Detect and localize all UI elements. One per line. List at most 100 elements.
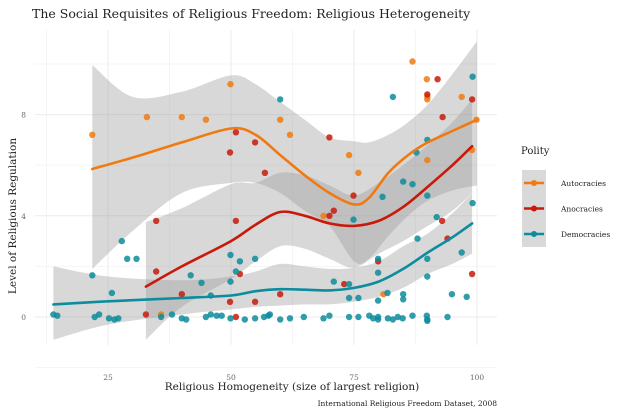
point-autocracies [227,81,234,88]
point-democracies [389,316,397,323]
y-tick-label: 4 [21,212,26,221]
point-anocracies [153,268,160,275]
point-democracies [448,291,456,298]
point-democracies [409,181,416,188]
point-democracies [355,294,362,302]
point-democracies [227,278,234,285]
point-democracies [232,268,240,275]
caption: International Religious Freedom Dataset,… [318,399,498,408]
point-democracies [424,317,431,324]
point-democracies [202,313,210,321]
confidence-ribbon-democracies [53,193,473,340]
point-democracies [277,316,284,323]
point-anocracies [178,291,185,298]
legend-key-point-anocracies [531,205,537,212]
legend-key-point-democracies [531,231,537,237]
smooth-lines [52,118,479,306]
point-anocracies [251,298,259,305]
points [50,58,480,324]
x-tick-label: 50 [226,373,236,382]
smooth-line-autocracies [91,118,479,206]
point-democracies [400,296,407,303]
point-democracies [469,199,476,207]
confidence-ribbon-autocracies [92,41,478,269]
point-democracies [198,279,205,286]
point-autocracies [286,131,294,138]
point-democracies [399,315,406,322]
point-democracies [350,216,357,223]
point-democracies [326,312,333,319]
point-democracies [444,313,451,321]
point-democracies [89,272,96,279]
point-democracies [251,255,259,262]
x-tick-label: 75 [349,373,359,382]
point-anocracies [326,134,333,141]
point-anocracies [424,91,431,98]
point-democracies [384,289,391,297]
point-democracies [227,251,234,259]
point-democracies [187,272,194,279]
point-anocracies [153,217,160,225]
point-anocracies [226,298,234,305]
y-tick-label: 0 [21,313,26,322]
point-autocracies [143,113,151,121]
point-democracies [124,255,131,262]
point-autocracies [458,93,465,101]
point-democracies [424,192,431,199]
point-democracies [374,255,382,262]
point-democracies [241,316,248,323]
point-democracies [345,313,353,321]
point-democracies [330,278,337,285]
point-democracies [463,293,470,300]
point-democracies [374,297,382,304]
confidence-ribbon-anocracies [145,99,473,340]
point-democracies [345,294,353,302]
point-democracies [374,316,382,323]
point-democracies [300,313,307,321]
point-democracies [379,193,386,200]
point-democracies [183,316,190,323]
point-anocracies [232,217,240,225]
point-democracies [320,315,327,322]
point-democracies [374,269,382,276]
point-autocracies [423,76,430,83]
point-anocracies [330,207,337,214]
point-democracies [118,237,126,245]
point-anocracies [232,313,240,321]
x-axis-title: Religious Homogeneity (size of largest r… [165,381,419,393]
legend: Polity Autocracies Anocracies Democracies [521,146,610,247]
point-autocracies [320,212,327,219]
point-anocracies [434,76,441,83]
point-democracies [433,213,440,221]
point-anocracies [468,270,476,278]
point-anocracies [226,149,234,156]
legend-title: Polity [521,146,550,157]
point-anocracies [350,192,357,199]
chart-title: The Social Requisites of Religious Freed… [32,6,471,21]
point-autocracies [202,116,210,123]
grid [35,30,497,369]
point-anocracies [439,113,446,121]
point-democracies [277,96,284,103]
point-democracies [355,313,362,321]
point-democracies [469,73,476,80]
legend-label-anocracies: Anocracies [560,205,603,214]
point-autocracies [178,113,185,121]
point-democracies [168,311,176,318]
point-autocracies [345,151,353,159]
point-democracies [394,313,401,321]
x-axis-ticks: 25 50 75 100 [103,373,484,382]
point-democracies [414,235,421,242]
point-democracies [266,311,274,318]
point-democracies [458,249,465,256]
point-anocracies [326,212,333,219]
point-anocracies [261,169,269,176]
y-axis-ticks: 0 4 8 [21,111,26,322]
point-democracies [400,178,407,185]
point-democracies [227,315,234,322]
point-democracies [236,258,244,265]
smooth-line-anocracies [144,144,474,288]
point-democracies [409,312,416,319]
smooth-line-democracies [52,222,474,306]
point-democracies [286,315,294,322]
